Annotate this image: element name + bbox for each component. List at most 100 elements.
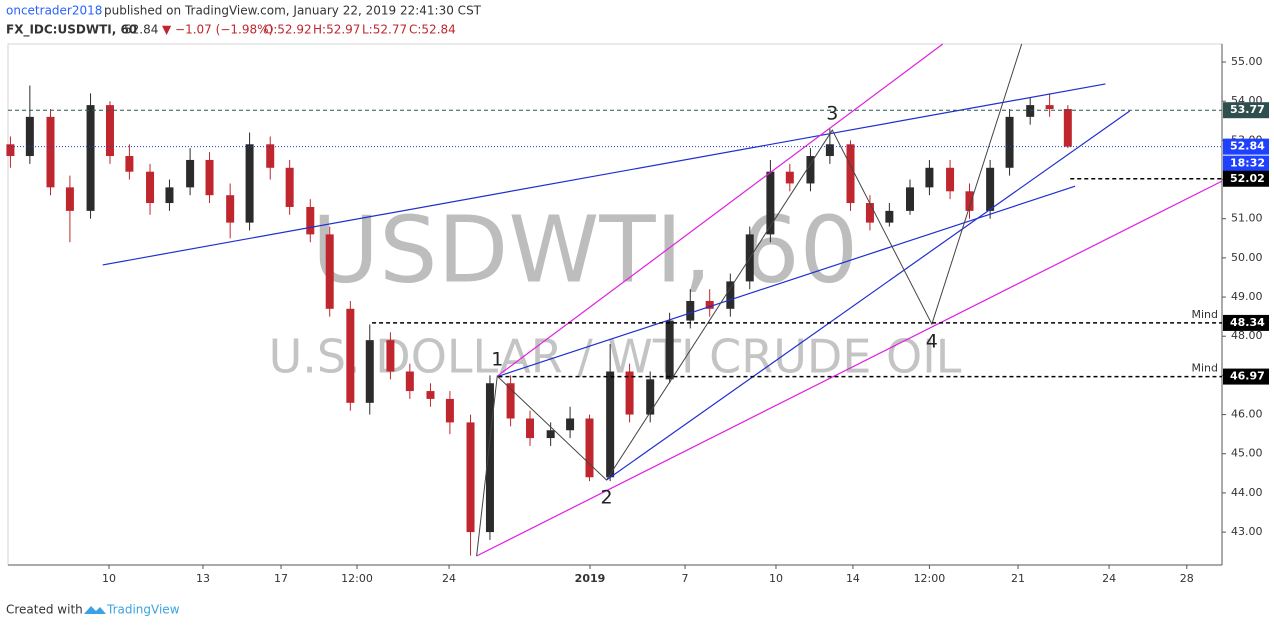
level-note: Mind bbox=[1191, 362, 1218, 375]
candle-body bbox=[625, 371, 634, 415]
candle-body bbox=[906, 187, 915, 211]
price-badge-label: 52.84 bbox=[1230, 140, 1265, 153]
x-tick-label: 28 bbox=[1180, 572, 1194, 585]
y-tick-label: 48.00 bbox=[1231, 329, 1263, 342]
candle-body bbox=[1005, 116, 1014, 168]
x-tick-label: 10 bbox=[769, 572, 783, 585]
candle-body bbox=[606, 371, 615, 478]
level-note: Mind bbox=[1191, 308, 1218, 321]
candle-body bbox=[806, 156, 815, 184]
price-badge-label: 53.77 bbox=[1230, 103, 1265, 116]
candle-body bbox=[986, 167, 995, 211]
candle-body bbox=[846, 144, 855, 204]
countdown-label: 18:32 bbox=[1230, 157, 1265, 170]
candle-body bbox=[165, 187, 174, 204]
candle-body bbox=[386, 340, 395, 372]
y-tick-label: 49.00 bbox=[1231, 290, 1263, 303]
footer-brand[interactable]: TradingView bbox=[106, 603, 180, 617]
x-tick-label: 21 bbox=[1011, 572, 1025, 585]
candle-body bbox=[825, 144, 834, 157]
x-tick-label: 10 bbox=[102, 572, 116, 585]
candle-body bbox=[526, 418, 535, 439]
price-badge bbox=[1223, 138, 1269, 155]
candle-body bbox=[25, 116, 34, 157]
candle-body bbox=[485, 383, 494, 533]
candle-body bbox=[105, 105, 114, 157]
candle-body bbox=[46, 116, 55, 188]
candle-body bbox=[6, 144, 15, 157]
candle-body bbox=[1045, 105, 1054, 110]
price-badge-label: 46.97 bbox=[1230, 370, 1265, 383]
candle-body bbox=[865, 203, 874, 223]
trend-line bbox=[606, 110, 1131, 481]
author[interactable]: oncetrader2018 bbox=[6, 4, 102, 18]
trend-line bbox=[496, 43, 944, 377]
y-tick-label: 44.00 bbox=[1231, 486, 1263, 499]
candle-body bbox=[445, 398, 454, 423]
wave-label: 1 bbox=[491, 349, 503, 371]
ohlc-open: O:52.92 bbox=[264, 23, 312, 37]
candle-body bbox=[585, 418, 594, 478]
candle-body bbox=[266, 144, 275, 168]
candle-body bbox=[146, 171, 155, 204]
candle-body bbox=[506, 383, 515, 419]
candle-body bbox=[885, 210, 894, 223]
x-tick-label: 2019 bbox=[575, 572, 606, 585]
price-badge bbox=[1223, 102, 1269, 119]
candle-body bbox=[705, 300, 714, 309]
candle-body bbox=[205, 159, 214, 196]
price-badge bbox=[1223, 170, 1269, 187]
candle-body bbox=[426, 391, 435, 399]
wave-line bbox=[476, 43, 1023, 557]
candle-body bbox=[245, 144, 254, 223]
change: ▼ −1.07 (−1.98%) bbox=[162, 23, 273, 37]
candle-body bbox=[186, 159, 195, 188]
wave-label: 4 bbox=[926, 331, 938, 353]
price-badge-label: 48.34 bbox=[1230, 316, 1265, 329]
candle-body bbox=[285, 167, 294, 207]
x-tick-label: 24 bbox=[442, 572, 456, 585]
candle-body bbox=[785, 171, 794, 184]
candle-body bbox=[546, 430, 555, 439]
ohlc-high: H:52.97 bbox=[313, 23, 360, 37]
y-tick-label: 50.00 bbox=[1231, 251, 1263, 264]
wave-label: 2 bbox=[600, 486, 612, 508]
candle-body bbox=[925, 167, 934, 188]
x-tick-label: 7 bbox=[682, 572, 689, 585]
y-tick-label: 45.00 bbox=[1231, 447, 1263, 460]
ohlc-low: L:52.77 bbox=[362, 23, 407, 37]
candle-body bbox=[726, 281, 735, 309]
candle-body bbox=[365, 340, 374, 403]
watermark-sub: U.S. DOLLAR / WTI CRUDE OIL bbox=[269, 330, 962, 384]
candle-body bbox=[946, 167, 955, 192]
x-tick-label: 24 bbox=[1102, 572, 1116, 585]
price-badge bbox=[1223, 314, 1269, 331]
candle-body bbox=[665, 320, 674, 380]
x-tick-label: 13 bbox=[196, 572, 210, 585]
candle-body bbox=[125, 156, 134, 172]
candle-body bbox=[405, 371, 414, 392]
trend-line bbox=[102, 83, 1106, 266]
candle-body bbox=[965, 191, 974, 211]
candle-body bbox=[306, 206, 315, 235]
y-tick-label: 43.00 bbox=[1231, 525, 1263, 538]
candle-body bbox=[1063, 109, 1072, 147]
footer-created: Created with bbox=[6, 603, 83, 617]
published-info: published on TradingView.com, January 22… bbox=[104, 4, 482, 18]
candle-body bbox=[325, 234, 334, 309]
x-tick-label: 17 bbox=[274, 572, 288, 585]
candle-body bbox=[686, 300, 695, 321]
candle-body bbox=[766, 171, 775, 235]
y-tick-label: 46.00 bbox=[1231, 408, 1263, 421]
candle-body bbox=[466, 422, 475, 533]
y-tick-label: 51.00 bbox=[1231, 212, 1263, 225]
ohlc-close: C:52.84 bbox=[409, 23, 456, 37]
trend-line bbox=[476, 180, 1223, 557]
wave-label: 3 bbox=[826, 103, 838, 125]
candle-body bbox=[646, 379, 655, 415]
candle-body bbox=[566, 418, 575, 431]
candle-body bbox=[1026, 105, 1035, 117]
countdown-badge bbox=[1223, 155, 1269, 172]
